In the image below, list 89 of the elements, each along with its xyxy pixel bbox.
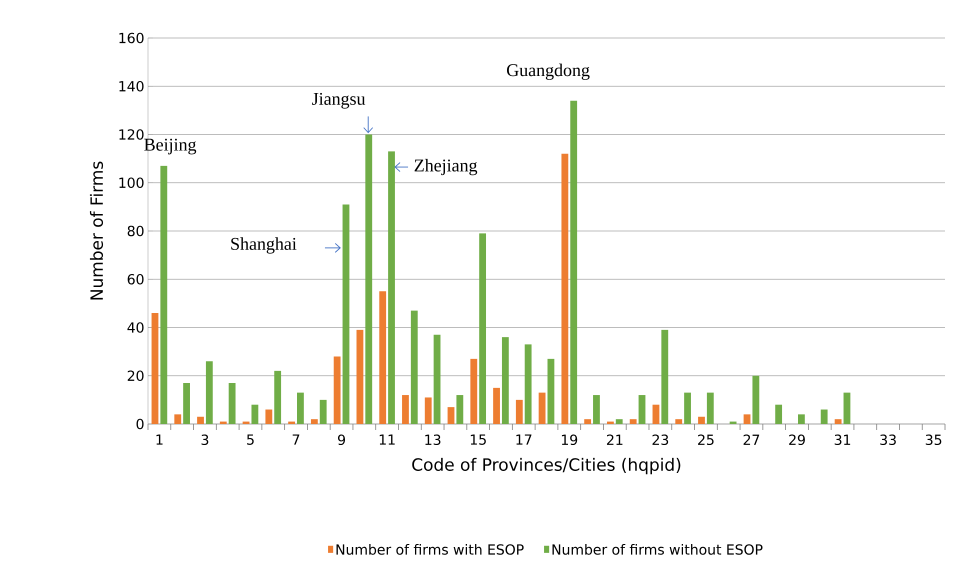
y-tick-label: 60 bbox=[128, 274, 144, 285]
annotation: Shanghai bbox=[231, 237, 296, 254]
x-tick-label: 13 bbox=[425, 434, 440, 446]
bar bbox=[356, 330, 364, 424]
bar bbox=[561, 154, 568, 424]
x-tick-label: 23 bbox=[652, 434, 668, 446]
x-tick-label: 33 bbox=[880, 434, 896, 446]
bar bbox=[684, 392, 691, 424]
bar bbox=[593, 395, 600, 424]
x-tick-label: 1 bbox=[156, 434, 163, 445]
annotation: Guangdong bbox=[506, 64, 590, 80]
bar bbox=[365, 134, 372, 424]
bar bbox=[752, 376, 760, 424]
y-tick-label: 20 bbox=[128, 370, 144, 382]
annotation: Beijing bbox=[144, 138, 196, 154]
bar bbox=[297, 392, 304, 424]
bar bbox=[698, 416, 705, 424]
x-tick-label: 5 bbox=[247, 434, 254, 445]
bar bbox=[798, 414, 805, 424]
y-tick-label: 80 bbox=[128, 226, 144, 236]
bar bbox=[448, 407, 454, 424]
bar bbox=[274, 370, 282, 424]
bar bbox=[183, 382, 190, 424]
x-tick-label: 35 bbox=[926, 434, 942, 446]
bar bbox=[630, 419, 637, 424]
y-tick-label: 100 bbox=[119, 177, 144, 188]
bar bbox=[844, 392, 850, 424]
bar bbox=[616, 419, 623, 424]
bar bbox=[424, 397, 432, 424]
bar bbox=[388, 151, 395, 424]
bar bbox=[661, 330, 668, 424]
x-tick-label: 11 bbox=[380, 434, 395, 445]
bar bbox=[206, 361, 213, 424]
y-tick-label: 0 bbox=[136, 418, 144, 430]
bar bbox=[744, 414, 750, 424]
x-tick-label: 19 bbox=[562, 434, 578, 446]
bar bbox=[584, 419, 592, 424]
bar bbox=[502, 337, 509, 424]
bar bbox=[820, 410, 828, 424]
bar bbox=[456, 395, 464, 424]
x-tick-label: 3 bbox=[202, 434, 208, 446]
bar bbox=[775, 404, 782, 424]
bar bbox=[251, 404, 258, 424]
bar bbox=[379, 291, 386, 424]
bar bbox=[265, 410, 272, 424]
bar bbox=[197, 416, 204, 424]
annotation: Zhejiang bbox=[414, 158, 478, 176]
y-axis-title: Number of Firms bbox=[90, 162, 104, 300]
bar bbox=[410, 310, 418, 424]
x-tick-label: 25 bbox=[698, 434, 714, 446]
annotation: Jiangsu bbox=[312, 92, 366, 109]
x-tick-label: 17 bbox=[516, 434, 532, 445]
bar bbox=[479, 233, 486, 424]
bar bbox=[152, 313, 158, 424]
bar bbox=[310, 419, 318, 424]
x-tick-label: 27 bbox=[744, 434, 760, 445]
y-tick-label: 40 bbox=[127, 322, 144, 333]
bar bbox=[320, 400, 327, 424]
bar bbox=[706, 392, 714, 424]
bar bbox=[493, 388, 500, 424]
bar bbox=[675, 419, 682, 424]
x-tick-label: 7 bbox=[292, 434, 300, 445]
x-tick-label: 31 bbox=[834, 434, 850, 446]
y-tick-label: 160 bbox=[119, 32, 144, 44]
y-tick-label: 120 bbox=[119, 129, 144, 140]
legend-label: Number of firms without ESOP bbox=[552, 544, 762, 555]
bar bbox=[524, 344, 532, 424]
bar bbox=[334, 356, 341, 424]
bar bbox=[638, 395, 646, 424]
bar bbox=[538, 392, 546, 424]
x-tick-label: 21 bbox=[606, 434, 622, 445]
bar bbox=[434, 334, 440, 424]
bar bbox=[548, 358, 554, 424]
bar bbox=[834, 419, 842, 424]
bar bbox=[402, 395, 409, 424]
bar bbox=[342, 204, 350, 424]
bar bbox=[174, 414, 182, 424]
legend-label: Number of firms with ESOP bbox=[336, 544, 524, 555]
x-axis-title: Code of Provinces/Cities (hqpid) bbox=[412, 458, 680, 474]
x-tick-label: 15 bbox=[470, 434, 486, 445]
x-tick-label: 29 bbox=[789, 434, 805, 446]
bar bbox=[160, 166, 168, 424]
bar bbox=[652, 404, 660, 424]
bar bbox=[570, 100, 578, 424]
bar bbox=[516, 400, 523, 424]
y-tick-label: 140 bbox=[119, 80, 144, 92]
x-tick-label: 9 bbox=[338, 434, 346, 446]
bar bbox=[228, 382, 236, 424]
bar bbox=[470, 358, 478, 424]
